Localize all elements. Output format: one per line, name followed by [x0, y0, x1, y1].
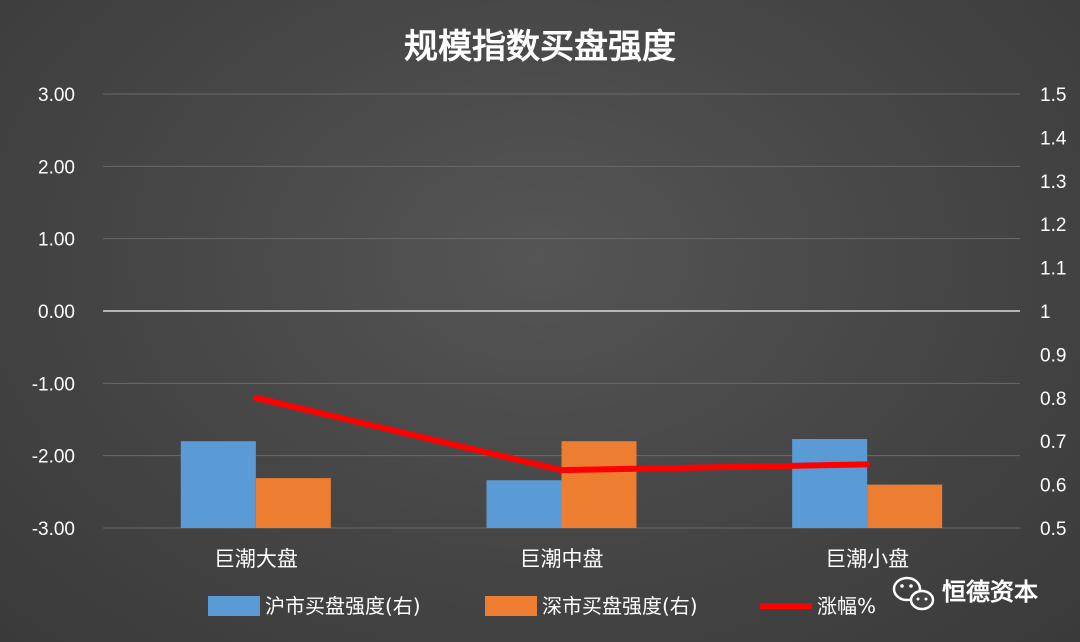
left-tick-label: 2.00	[38, 157, 75, 178]
bar-sh	[180, 441, 256, 528]
category-label: 巨潮中盘	[520, 547, 604, 571]
right-axis: 1.5 1.4 1.3 1.2 1.1 1 0.9 0.8 0.7 0.6 0.5	[1040, 85, 1067, 540]
left-tick-label: -3.00	[32, 519, 75, 540]
right-tick-label: 1.4	[1040, 128, 1067, 149]
right-tick-label: 1.3	[1040, 172, 1066, 193]
left-tick-label: 0.00	[38, 302, 75, 323]
watermark: 恒德资本	[892, 576, 1038, 611]
left-tick-label: -1.00	[32, 374, 75, 395]
right-tick-label: 0.6	[1040, 476, 1066, 497]
bar-sz	[255, 478, 331, 528]
category-label: 巨潮小盘	[825, 547, 909, 571]
bar-sh	[486, 480, 562, 528]
left-tick-label: 1.00	[38, 230, 75, 251]
right-tick-label: 0.8	[1040, 389, 1066, 410]
bar-sh	[792, 439, 868, 528]
left-tick-label: 3.00	[38, 85, 75, 106]
left-axis: 3.00 2.00 1.00 0.00 -1.00 -2.00 -3.00	[32, 85, 75, 540]
left-tick-label: -2.00	[32, 447, 75, 468]
line-point	[252, 394, 259, 401]
legend: 沪市买盘强度(右) 深市买盘强度(右) 涨幅%	[208, 594, 876, 618]
chart-title: 规模指数买盘强度	[404, 27, 676, 67]
right-tick-label: 0.9	[1040, 345, 1066, 366]
bar-sz	[867, 484, 943, 528]
line-point	[558, 467, 565, 474]
right-tick-label: 0.7	[1040, 432, 1066, 453]
bar-sz	[561, 441, 637, 528]
wechat-icon	[892, 576, 935, 611]
line-point	[864, 461, 871, 468]
legend-swatch	[485, 596, 537, 616]
right-tick-label: 1.5	[1040, 85, 1066, 106]
legend-label: 涨幅%	[817, 594, 876, 618]
right-tick-label: 1.1	[1040, 259, 1066, 280]
legend-label: 深市买盘强度(右)	[542, 594, 698, 618]
bars	[180, 439, 943, 528]
line-series	[252, 394, 871, 474]
category-labels: 巨潮大盘 巨潮中盘 巨潮小盘	[214, 547, 909, 571]
right-tick-label: 1	[1040, 302, 1051, 323]
legend-swatch	[208, 596, 260, 616]
watermark-text: 恒德资本	[942, 578, 1038, 606]
right-tick-label: 1.2	[1040, 215, 1066, 236]
legend-label: 沪市买盘强度(右)	[265, 594, 421, 618]
category-label: 巨潮大盘	[214, 547, 298, 571]
right-tick-label: 0.5	[1040, 519, 1066, 540]
